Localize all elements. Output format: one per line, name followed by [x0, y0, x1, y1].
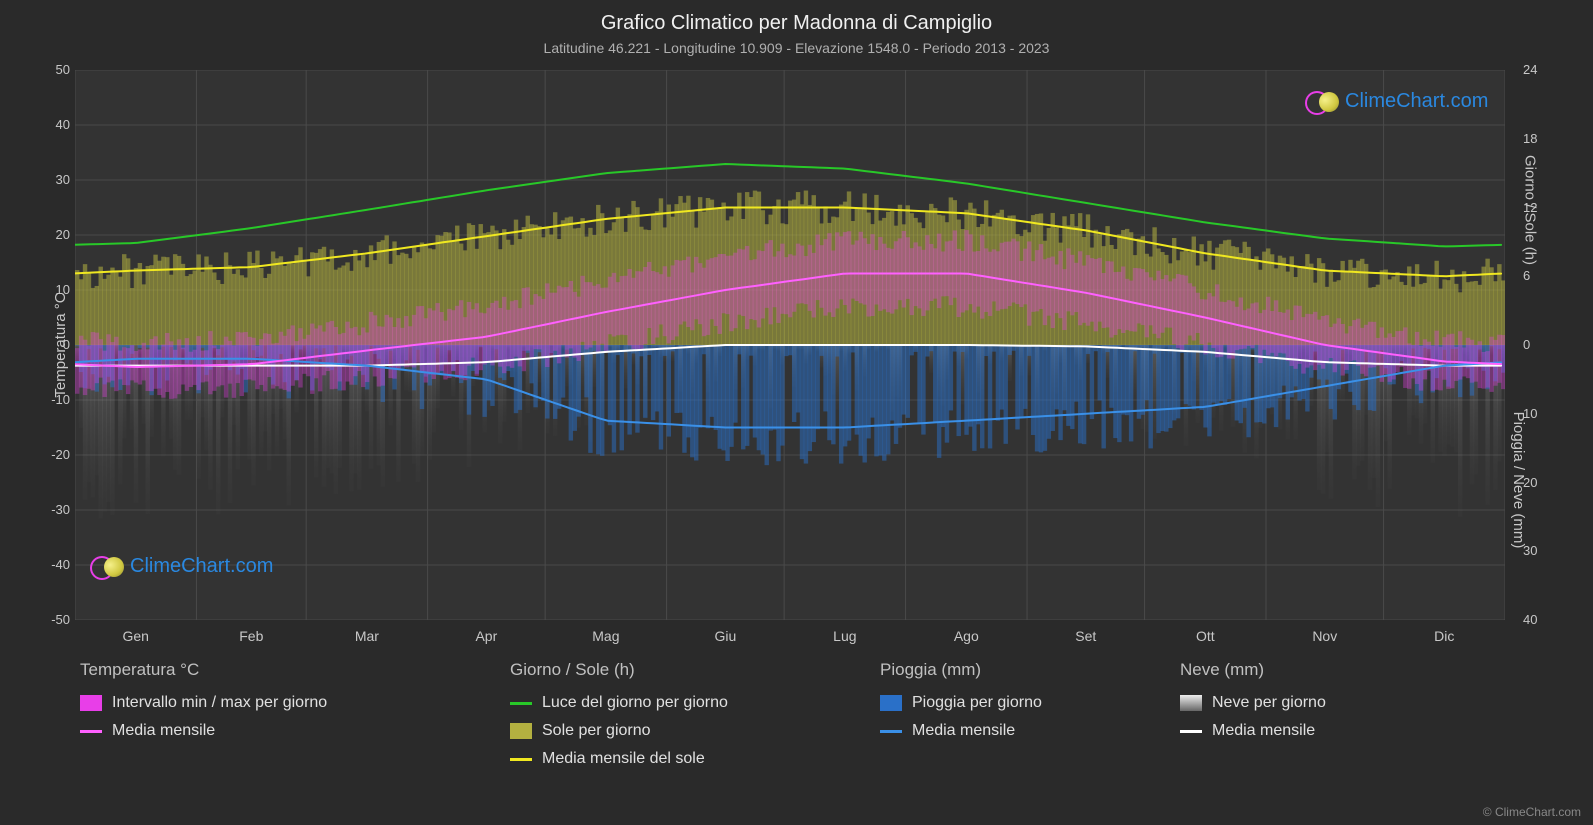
- x-tick-month: Set: [1075, 628, 1096, 644]
- legend-header: Neve (mm): [1180, 660, 1480, 680]
- x-tick-month: Ott: [1196, 628, 1215, 644]
- legend-swatch: [880, 695, 902, 711]
- legend-item: Neve per giorno: [1180, 694, 1480, 712]
- legend-item: Sole per giorno: [510, 722, 880, 740]
- y-tick-left: -10: [40, 392, 70, 407]
- y-tick-right-bottom: 30: [1523, 543, 1553, 558]
- legend-swatch: [880, 730, 902, 733]
- x-tick-month: Apr: [475, 628, 497, 644]
- legend-label: Sole per giorno: [542, 722, 651, 740]
- chart-subtitle: Latitudine 46.221 - Longitudine 10.909 -…: [0, 40, 1593, 56]
- legend-column: Temperatura °C Intervallo min / max per g…: [80, 660, 510, 768]
- y-tick-right-top: 6: [1523, 268, 1553, 283]
- y-tick-right-top: 24: [1523, 62, 1553, 77]
- legend: Temperatura °C Intervallo min / max per g…: [80, 660, 1510, 768]
- legend-column: Pioggia (mm) Pioggia per giorno Media mens…: [880, 660, 1180, 768]
- y-tick-left: 10: [40, 282, 70, 297]
- legend-column: Neve (mm) Neve per giorno Media mensile: [1180, 660, 1480, 768]
- plot-area: [75, 70, 1505, 620]
- y-tick-left: 40: [40, 117, 70, 132]
- legend-swatch: [1180, 730, 1202, 733]
- x-tick-month: Ago: [954, 628, 979, 644]
- legend-header: Pioggia (mm): [880, 660, 1180, 680]
- x-tick-month: Lug: [833, 628, 856, 644]
- x-tick-month: Giu: [714, 628, 736, 644]
- y-tick-left: -30: [40, 502, 70, 517]
- x-tick-month: Feb: [239, 628, 263, 644]
- y-tick-left: 20: [40, 227, 70, 242]
- legend-label: Media mensile: [1212, 722, 1315, 740]
- legend-label: Pioggia per giorno: [912, 694, 1042, 712]
- y-tick-left: -40: [40, 557, 70, 572]
- plot-svg: [75, 70, 1505, 620]
- legend-swatch: [80, 695, 102, 711]
- legend-label: Intervallo min / max per giorno: [112, 694, 327, 712]
- legend-item: Media mensile: [1180, 722, 1480, 740]
- legend-label: Neve per giorno: [1212, 694, 1326, 712]
- legend-item: Luce del giorno per giorno: [510, 694, 880, 712]
- x-tick-month: Mag: [592, 628, 619, 644]
- y-tick-left: 0: [40, 337, 70, 352]
- y-tick-right-top: 18: [1523, 131, 1553, 146]
- legend-swatch: [510, 758, 532, 761]
- watermark-text: ClimeChart.com: [1345, 90, 1488, 113]
- legend-item: Pioggia per giorno: [880, 694, 1180, 712]
- x-tick-month: Gen: [122, 628, 148, 644]
- legend-item: Media mensile: [880, 722, 1180, 740]
- legend-label: Media mensile: [112, 722, 215, 740]
- legend-item: Media mensile del sole: [510, 750, 880, 768]
- y-tick-left: 30: [40, 172, 70, 187]
- x-tick-month: Mar: [355, 628, 379, 644]
- chart-container: Grafico Climatico per Madonna di Campigl…: [0, 0, 1593, 825]
- legend-swatch: [510, 702, 532, 705]
- y-tick-right-bottom: 20: [1523, 475, 1553, 490]
- watermark-top-right: ClimeChart.com: [1305, 90, 1488, 113]
- y-tick-right-top: 0: [1523, 337, 1553, 352]
- legend-label: Media mensile del sole: [542, 750, 705, 768]
- legend-column: Giorno / Sole (h) Luce del giorno per gio…: [510, 660, 880, 768]
- legend-header: Giorno / Sole (h): [510, 660, 880, 680]
- y-tick-left: -50: [40, 612, 70, 627]
- y-tick-right-bottom: 40: [1523, 612, 1553, 627]
- legend-label: Luce del giorno per giorno: [542, 694, 728, 712]
- watermark-bottom-left: ClimeChart.com: [90, 555, 273, 578]
- logo-icon: [1305, 91, 1339, 113]
- y-tick-right-bottom: 10: [1523, 406, 1553, 421]
- legend-swatch: [1180, 695, 1202, 711]
- y-tick-left: -20: [40, 447, 70, 462]
- chart-title: Grafico Climatico per Madonna di Campigl…: [0, 12, 1593, 35]
- y-tick-left: 50: [40, 62, 70, 77]
- copyright: © ClimeChart.com: [1483, 805, 1581, 819]
- legend-item: Media mensile: [80, 722, 510, 740]
- legend-item: Intervallo min / max per giorno: [80, 694, 510, 712]
- legend-swatch: [510, 723, 532, 739]
- legend-swatch: [80, 730, 102, 733]
- x-tick-month: Nov: [1312, 628, 1337, 644]
- y-tick-right-top: 12: [1523, 200, 1553, 215]
- logo-icon: [90, 556, 124, 578]
- watermark-text: ClimeChart.com: [130, 555, 273, 578]
- legend-header: Temperatura °C: [80, 660, 510, 680]
- x-tick-month: Dic: [1434, 628, 1454, 644]
- legend-label: Media mensile: [912, 722, 1015, 740]
